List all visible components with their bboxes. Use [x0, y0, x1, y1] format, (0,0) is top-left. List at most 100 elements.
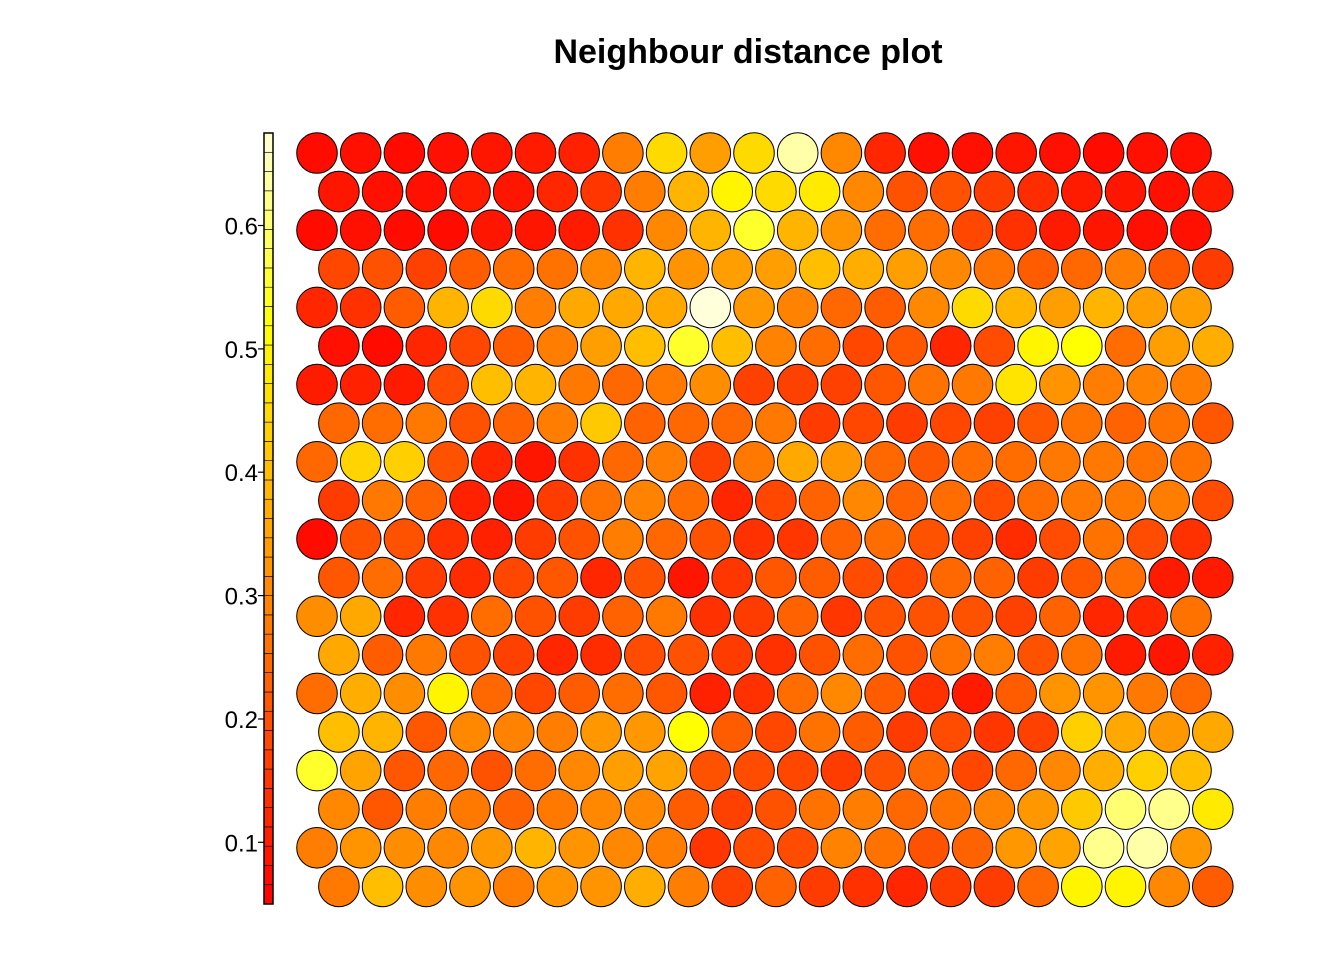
- hex-cell: [580, 788, 622, 831]
- hex-cell: [733, 518, 775, 560]
- hex-cell: [929, 556, 972, 599]
- hex-cell: [929, 634, 972, 676]
- hex-cell: [427, 132, 469, 174]
- chart-title: Neighbour distance plot: [553, 33, 942, 71]
- hex-cell: [755, 788, 797, 831]
- hex-cell: [536, 556, 579, 599]
- hex-cell: [842, 402, 885, 445]
- hex-cell: [798, 247, 841, 290]
- hex-cell: [624, 634, 666, 676]
- hex-cell: [492, 634, 535, 676]
- hex-cell: [405, 711, 448, 753]
- hex-cell: [1082, 749, 1125, 792]
- color-scale-segment: [263, 884, 274, 905]
- hex-cell: [973, 634, 1016, 676]
- hex-cell: [296, 286, 338, 329]
- hex-cell: [514, 132, 557, 174]
- color-scale-frame: [263, 132, 274, 905]
- hex-cell: [842, 325, 885, 367]
- hex-cell: [645, 209, 688, 251]
- hex-cell: [667, 479, 710, 522]
- hex-cell: [427, 363, 469, 406]
- hex-cell: [602, 672, 644, 715]
- hex-cell: [1126, 441, 1169, 483]
- color-scale-segment: [263, 518, 274, 539]
- hex-cell: [667, 711, 710, 753]
- hex-cell: [908, 132, 950, 174]
- hex-cell: [514, 441, 557, 483]
- hex-cell: [951, 363, 994, 406]
- hex-cell: [580, 865, 622, 908]
- hex-cell: [1082, 518, 1125, 560]
- hex-cell: [405, 788, 448, 831]
- hex-cell: [318, 402, 360, 445]
- hex-cell: [1039, 363, 1081, 406]
- hex-cell: [1170, 441, 1212, 483]
- hex-cell: [995, 132, 1038, 174]
- hex-cell: [361, 788, 404, 831]
- hex-cell: [1104, 247, 1147, 290]
- hex-cell: [864, 286, 906, 329]
- hex-cell: [1126, 518, 1169, 560]
- hex-cell: [558, 132, 601, 174]
- hex-cell: [602, 595, 644, 638]
- hex-cell: [296, 518, 338, 560]
- hex-cell: [1170, 132, 1212, 174]
- hex-cell: [1039, 132, 1081, 174]
- hex-cell: [951, 827, 994, 869]
- hex-cell: [820, 672, 863, 715]
- hex-cell-grid: [296, 132, 1234, 908]
- hex-cell: [1148, 634, 1190, 676]
- hex-cell: [492, 711, 535, 753]
- hex-cell: [1170, 209, 1212, 251]
- hex-cell: [361, 170, 404, 213]
- hex-cell: [1017, 402, 1059, 445]
- color-scale-segment: [263, 845, 274, 866]
- color-scale-tick-label: 0.5: [225, 337, 258, 364]
- color-scale-segment: [263, 306, 274, 327]
- hex-cell: [449, 634, 491, 676]
- hex-cell: [318, 247, 360, 290]
- hex-cell: [1148, 402, 1190, 445]
- hex-cell: [1061, 634, 1103, 676]
- hex-cell: [405, 325, 448, 367]
- hex-cell: [1082, 286, 1125, 329]
- hex-cell: [798, 556, 841, 599]
- hex-cell: [558, 672, 601, 715]
- hex-cell: [951, 286, 994, 329]
- hex-cell: [318, 634, 360, 676]
- hex-cell: [842, 247, 885, 290]
- hex-cell: [820, 132, 863, 174]
- hex-cell: [645, 363, 688, 406]
- hex-cell: [842, 788, 885, 831]
- hex-cell: [361, 479, 404, 522]
- hex-cell: [1039, 286, 1081, 329]
- hex-cell: [645, 595, 688, 638]
- hex-cell: [645, 672, 688, 715]
- color-scale-segment: [263, 229, 274, 249]
- hex-cell: [1017, 325, 1059, 367]
- hex-cell: [1192, 170, 1234, 213]
- hex-cell: [667, 634, 710, 676]
- hex-cell: [558, 286, 601, 329]
- hex-cell: [733, 209, 775, 251]
- hex-cell: [514, 209, 557, 251]
- hex-cell: [536, 865, 579, 908]
- hex-cell: [842, 479, 885, 522]
- hex-cell: [1017, 247, 1059, 290]
- hex-cell: [776, 286, 819, 329]
- hex-cell: [842, 865, 885, 908]
- hex-cell: [1170, 595, 1212, 638]
- hex-cell: [929, 865, 972, 908]
- hex-cell: [951, 518, 994, 560]
- hex-cell: [1082, 209, 1125, 251]
- hex-cell: [1082, 827, 1125, 869]
- hex-cell: [1170, 286, 1212, 329]
- hex-cell: [973, 325, 1016, 367]
- hex-cell: [427, 518, 469, 560]
- hex-cell: [1017, 170, 1059, 213]
- color-scale-segment: [263, 344, 274, 365]
- hex-cell: [908, 518, 950, 560]
- color-scale-tick-label: 0.3: [225, 584, 258, 611]
- hex-cell: [842, 170, 885, 213]
